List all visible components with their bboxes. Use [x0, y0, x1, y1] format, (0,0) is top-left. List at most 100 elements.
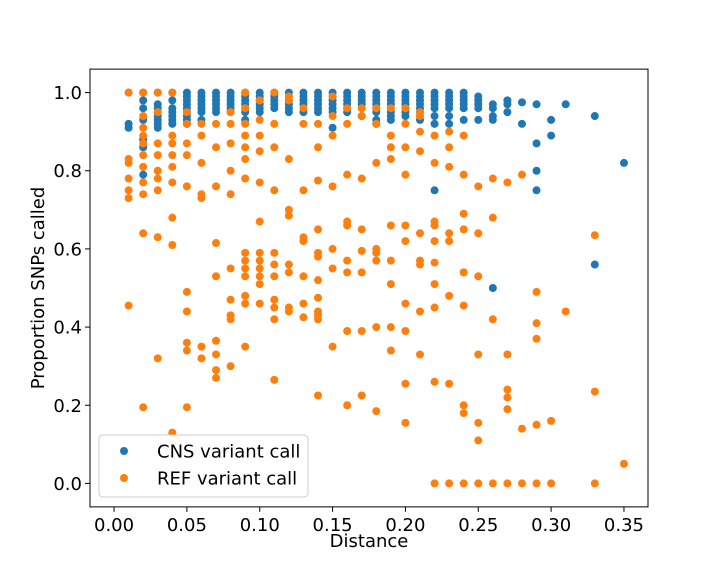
data-point: [386, 280, 395, 289]
legend-label-cns: CNS variant call: [157, 442, 300, 463]
data-point: [488, 174, 497, 183]
data-point: [488, 104, 497, 113]
data-point: [255, 108, 264, 117]
data-point: [401, 418, 410, 427]
y-axis-ticks: 0.0 0.2 0.4 0.6 0.8 1.0: [53, 83, 90, 495]
data-point: [270, 260, 279, 269]
data-point: [270, 248, 279, 257]
data-point: [182, 287, 191, 296]
data-point: [197, 108, 206, 117]
data-point: [299, 299, 308, 308]
data-point: [139, 162, 148, 171]
data-point: [430, 221, 439, 230]
data-point: [357, 268, 366, 277]
data-point: [445, 112, 454, 121]
data-point: [168, 213, 177, 222]
data-point: [503, 405, 512, 414]
data-point: [328, 244, 337, 253]
data-point: [270, 375, 279, 384]
data-point: [590, 479, 599, 488]
y-tick-label: 0.2: [53, 396, 82, 417]
data-point: [372, 256, 381, 265]
data-point: [328, 123, 337, 132]
data-point: [182, 307, 191, 316]
data-point: [430, 377, 439, 386]
data-point: [124, 88, 133, 97]
y-tick-label: 0.4: [53, 318, 82, 339]
data-point: [226, 264, 235, 273]
data-point: [328, 131, 337, 140]
data-point: [445, 162, 454, 171]
data-point: [255, 217, 264, 226]
data-point: [372, 158, 381, 167]
data-point: [197, 342, 206, 351]
y-tick-label: 0.6: [53, 239, 82, 260]
data-point: [517, 170, 526, 179]
data-point: [241, 88, 250, 97]
data-point: [488, 284, 497, 292]
data-point: [343, 170, 352, 179]
data-point: [415, 147, 424, 156]
data-point: [401, 221, 410, 230]
x-tick-label: 0.00: [94, 515, 134, 536]
data-point: [182, 346, 191, 355]
data-point: [343, 268, 352, 277]
data-point: [226, 108, 235, 117]
data-point: [430, 158, 439, 167]
data-point: [168, 96, 177, 105]
data-point: [503, 385, 512, 394]
data-point: [430, 258, 439, 267]
data-point: [343, 256, 352, 265]
data-point: [357, 246, 366, 255]
data-point: [401, 119, 410, 128]
data-point: [299, 313, 308, 322]
x-tick-label: 0.35: [604, 515, 644, 536]
data-point: [372, 407, 381, 416]
data-point: [226, 315, 235, 324]
data-point: [503, 100, 512, 109]
data-point: [401, 299, 410, 308]
x-tick-label: 0.20: [385, 515, 425, 536]
data-point: [445, 237, 454, 246]
y-tick-label: 0.8: [53, 161, 82, 182]
data-point: [255, 272, 264, 281]
data-point: [459, 104, 468, 113]
data-point: [445, 479, 454, 488]
data-point: [255, 147, 264, 156]
data-point: [153, 151, 162, 160]
data-point: [430, 112, 439, 121]
legend-label-ref: REF variant call: [157, 469, 297, 490]
data-point: [430, 303, 439, 312]
data-point: [357, 174, 366, 183]
data-point: [474, 479, 483, 488]
data-point: [314, 315, 323, 324]
data-point: [212, 119, 221, 128]
data-point: [255, 264, 264, 273]
data-point: [474, 115, 483, 124]
data-point: [212, 272, 221, 281]
data-point: [590, 260, 599, 269]
data-point: [328, 92, 337, 101]
data-point: [270, 295, 279, 304]
data-point: [430, 119, 439, 128]
data-point: [415, 260, 424, 269]
data-point: [372, 323, 381, 332]
data-point: [314, 108, 323, 117]
legend-marker-cns: [120, 447, 128, 455]
data-point: [343, 104, 352, 113]
data-point: [197, 194, 206, 203]
data-point: [488, 213, 497, 222]
series-1: [124, 88, 628, 488]
data-point: [212, 182, 221, 191]
data-point: [182, 338, 191, 347]
data-point: [590, 112, 599, 121]
data-point: [197, 158, 206, 167]
data-point: [386, 143, 395, 152]
data-point: [328, 264, 337, 273]
data-point: [488, 479, 497, 488]
plot-area: [90, 69, 648, 507]
x-axis-ticks: 0.00 0.05 0.10 0.15 0.20 0.25 0.30 0.35: [94, 506, 644, 536]
data-point: [415, 229, 424, 238]
data-point: [139, 170, 148, 179]
data-point: [197, 119, 206, 128]
